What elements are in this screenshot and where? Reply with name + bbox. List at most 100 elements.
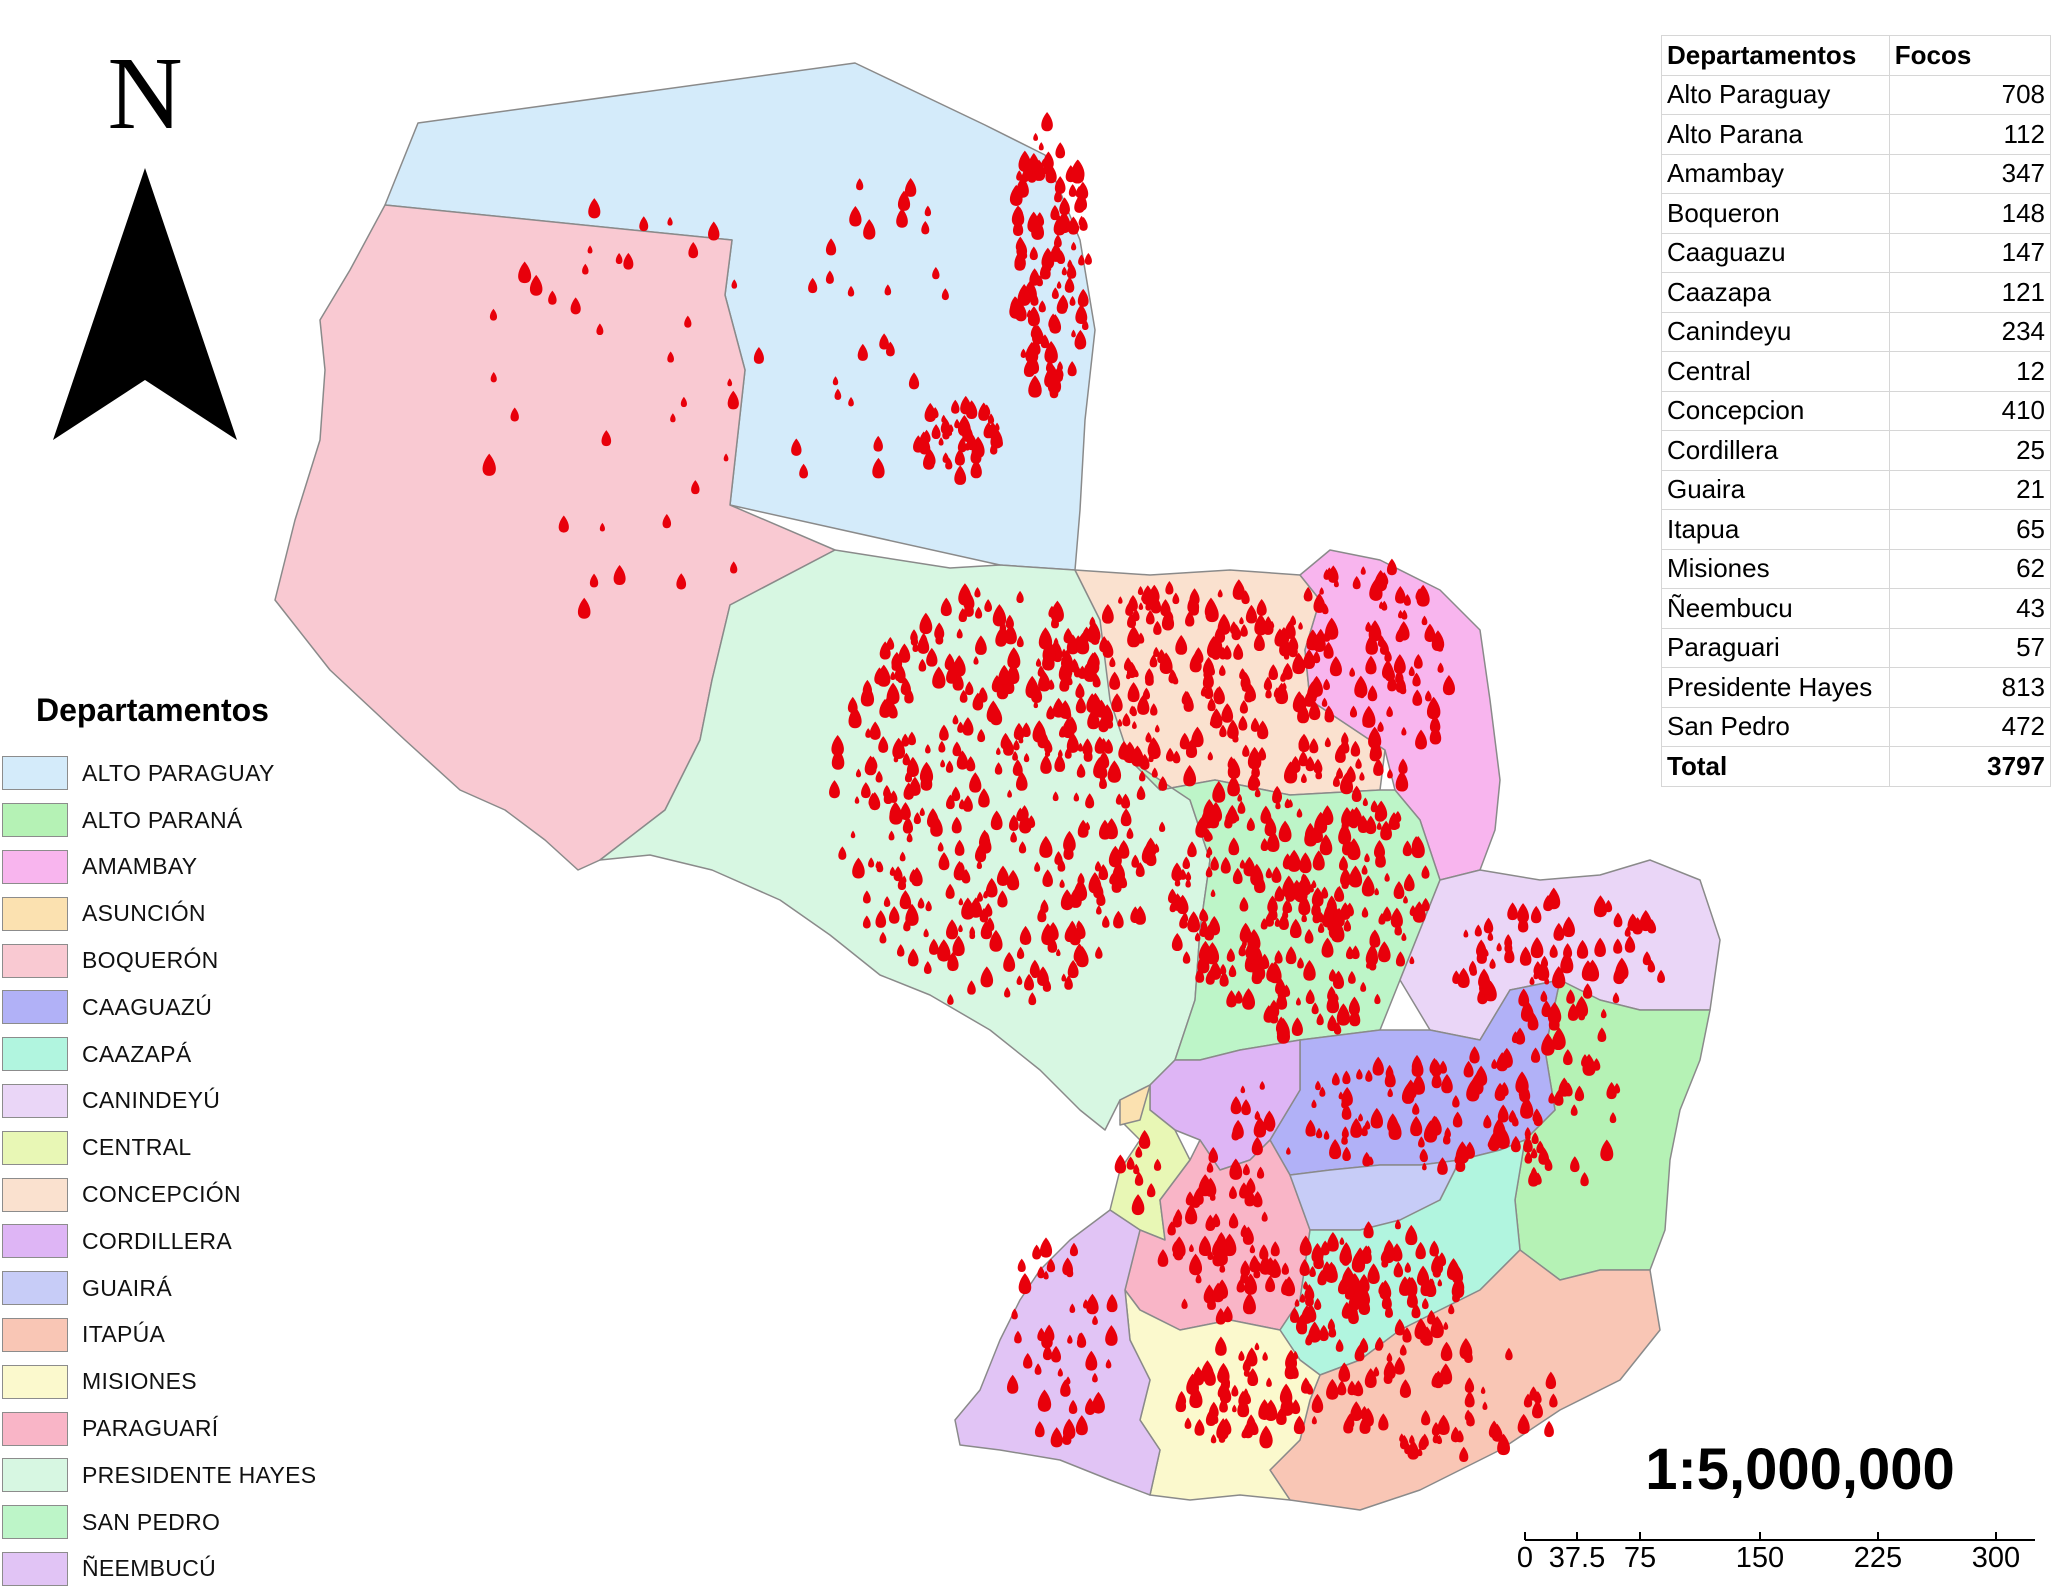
fire-icon [1237, 800, 1246, 814]
fire-icon [1613, 912, 1623, 928]
fire-icon [1102, 639, 1114, 658]
fire-icon [1317, 922, 1325, 933]
fire-icon [897, 876, 907, 891]
fire-icon [727, 390, 739, 410]
fire-icon [1101, 603, 1114, 624]
fire-icon [1075, 191, 1088, 211]
fire-icon [1115, 793, 1123, 805]
fire-icon [1113, 910, 1124, 929]
fire-icon [1020, 805, 1029, 820]
fire-icon [1206, 1161, 1214, 1173]
fire-icon [1549, 1393, 1558, 1408]
fire-icon [1028, 153, 1040, 172]
fire-icon [952, 655, 966, 677]
legend-swatch [2, 1411, 68, 1446]
fire-icon [1347, 1380, 1357, 1396]
fire-icon [1184, 1417, 1192, 1429]
fire-icon [1374, 887, 1379, 896]
fire-icon [1075, 1415, 1088, 1436]
fire-icon [1126, 671, 1131, 680]
table-row: Canindeyu 234 [1661, 311, 2052, 352]
fire-icon [1126, 827, 1134, 839]
legend-label: AMAMBAY [82, 853, 198, 880]
fire-icon [1407, 1440, 1420, 1460]
fire-icon [1219, 1263, 1226, 1273]
fire-icon [1034, 1421, 1045, 1438]
fire-icon [1510, 1135, 1521, 1153]
fire-icon [1483, 1114, 1492, 1129]
table-row: San Pedro 472 [1661, 706, 2052, 747]
fire-icon [1315, 1127, 1323, 1139]
fire-icon [1205, 969, 1215, 985]
legend-label: PRESIDENTE HAYES [82, 1461, 317, 1488]
cell-total-value: 3797 [1888, 746, 2052, 787]
fire-icon [1266, 962, 1278, 982]
cell-focos: 410 [1888, 390, 2052, 431]
fire-icon [1329, 656, 1342, 677]
fire-icon [1359, 771, 1365, 781]
fire-icon [1105, 1359, 1112, 1369]
fire-icon [1345, 946, 1354, 960]
fire-icon [1336, 1003, 1351, 1026]
fire-icon [1042, 1344, 1053, 1361]
fire-icon [896, 944, 905, 957]
fire-icon [1141, 585, 1154, 605]
fire-icon [1429, 725, 1442, 745]
fire-icon [1254, 1342, 1260, 1351]
fire-icon [548, 290, 557, 305]
fire-icon [1464, 1390, 1475, 1408]
fire-icon [888, 830, 895, 841]
fire-icon [909, 776, 921, 796]
fire-icon [942, 427, 950, 440]
fire-icon [904, 687, 914, 704]
fire-icon [902, 752, 911, 766]
fire-icon [1037, 1389, 1052, 1412]
fire-icon [1341, 1086, 1353, 1107]
fire-icon [1532, 1400, 1543, 1419]
legend-swatch [2, 1271, 68, 1306]
fire-icon [1469, 1046, 1480, 1064]
fire-icon [1343, 846, 1349, 855]
fire-icon [1136, 1173, 1142, 1182]
fire-icon [899, 851, 906, 862]
fire-icon [1035, 658, 1042, 667]
fire-icon [1077, 742, 1084, 752]
fire-icon [1279, 1383, 1293, 1405]
fire-icon [1459, 1337, 1473, 1360]
fire-icon [1185, 878, 1191, 888]
fire-icon [852, 857, 865, 879]
fire-icon [1013, 722, 1025, 741]
fire-icon [1200, 1360, 1214, 1383]
fire-icon [1415, 729, 1427, 750]
fire-icon [1567, 1003, 1579, 1021]
fire-icon [1624, 926, 1631, 937]
fire-icon [1106, 1293, 1118, 1313]
fire-icon [1096, 905, 1102, 915]
fire-icon [889, 790, 898, 803]
fire-icon [958, 897, 964, 906]
fire-icon [1064, 975, 1073, 990]
fire-icon [1252, 1191, 1263, 1208]
fire-icon [1172, 592, 1180, 605]
fire-icon [831, 748, 845, 770]
fire-icon [969, 772, 982, 793]
fire-icon [1316, 1013, 1324, 1026]
fire-icon [889, 866, 896, 876]
fire-icon [1217, 589, 1223, 598]
fire-icon [1131, 1194, 1145, 1216]
fire-icon [1121, 793, 1131, 809]
fire-icon [889, 802, 901, 820]
fire-icon [1194, 1419, 1205, 1436]
fire-icon [1421, 897, 1430, 912]
fire-icon [945, 760, 954, 773]
fire-icon [1374, 803, 1386, 822]
fire-icon [954, 418, 960, 429]
fire-icon [1042, 869, 1053, 887]
fire-icon [1466, 1412, 1475, 1427]
fire-icon [954, 839, 965, 856]
fire-icon [1239, 1182, 1249, 1199]
fire-icon [1051, 287, 1059, 299]
fire-icon [1179, 868, 1187, 880]
fire-icon [589, 573, 599, 588]
